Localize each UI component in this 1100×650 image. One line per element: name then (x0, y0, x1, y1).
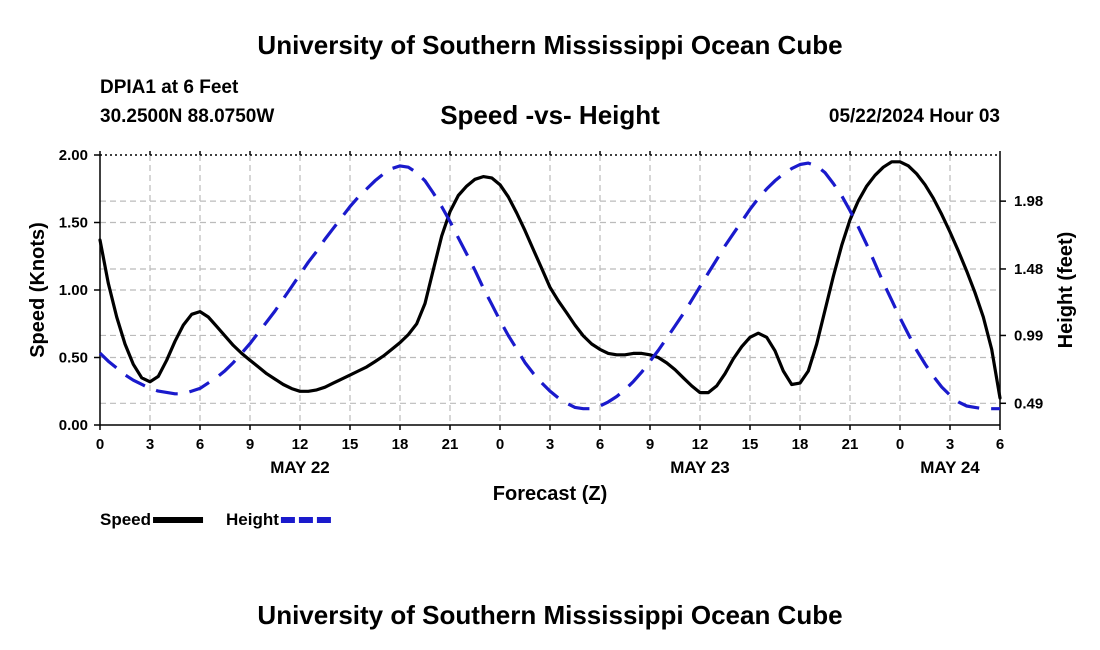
x-tick-label: 3 (546, 436, 554, 453)
forecast-datetime: 05/22/2024 Hour 03 (828, 106, 1000, 127)
x-tick-label: 21 (842, 436, 859, 453)
x-tick-label: 18 (392, 436, 409, 453)
footer-title: University of Southern Mississippi Ocean… (257, 600, 843, 630)
legend-label-speed: Speed (100, 510, 151, 529)
y-tick-label: 1.50 (59, 215, 88, 232)
date-label: MAY 24 (920, 458, 980, 477)
y2-tick-label: 1.98 (1014, 193, 1043, 210)
x-tick-label: 15 (342, 436, 359, 453)
x-tick-label: 0 (496, 436, 504, 453)
y2-tick-label: 0.49 (1014, 395, 1043, 412)
x-tick-label: 3 (946, 436, 954, 453)
x-tick-label: 9 (646, 436, 654, 453)
x-tick-label: 6 (196, 436, 204, 453)
chart-subtitle: Speed -vs- Height (440, 100, 660, 130)
y-tick-label: 2.00 (59, 147, 88, 164)
y-tick-label: 1.00 (59, 282, 88, 299)
x-tick-label: 12 (692, 436, 709, 453)
y2-axis-title: Height (feet) (1055, 232, 1077, 349)
x-tick-label: 0 (96, 436, 104, 453)
x-tick-label: 9 (246, 436, 254, 453)
x-axis-title: Forecast (Z) (493, 483, 607, 505)
x-tick-label: 12 (292, 436, 309, 453)
series-speed-line (98, 160, 1002, 400)
date-label: MAY 23 (670, 458, 730, 477)
station-coordinates: 30.2500N 88.0750W (100, 106, 275, 127)
x-tick-label: 3 (146, 436, 154, 453)
x-tick-label: 6 (996, 436, 1004, 453)
y-tick-label: 0.50 (59, 350, 88, 367)
x-tick-label: 0 (896, 436, 904, 453)
page-title: University of Southern Mississippi Ocean… (257, 30, 843, 60)
y-axis-title: Speed (Knots) (27, 222, 49, 358)
x-tick-label: 21 (442, 436, 459, 453)
y2-tick-label: 1.48 (1014, 261, 1043, 278)
station-label: DPIA1 at 6 Feet (100, 77, 239, 98)
y2-tick-label: 0.99 (1014, 327, 1043, 344)
y-tick-label: 0.00 (59, 417, 88, 434)
x-tick-label: 15 (742, 436, 759, 453)
series-height-line (98, 161, 1000, 411)
date-label: MAY 22 (270, 458, 330, 477)
x-tick-label: 6 (596, 436, 604, 453)
legend-label-height: Height (226, 510, 279, 529)
x-tick-label: 18 (792, 436, 809, 453)
